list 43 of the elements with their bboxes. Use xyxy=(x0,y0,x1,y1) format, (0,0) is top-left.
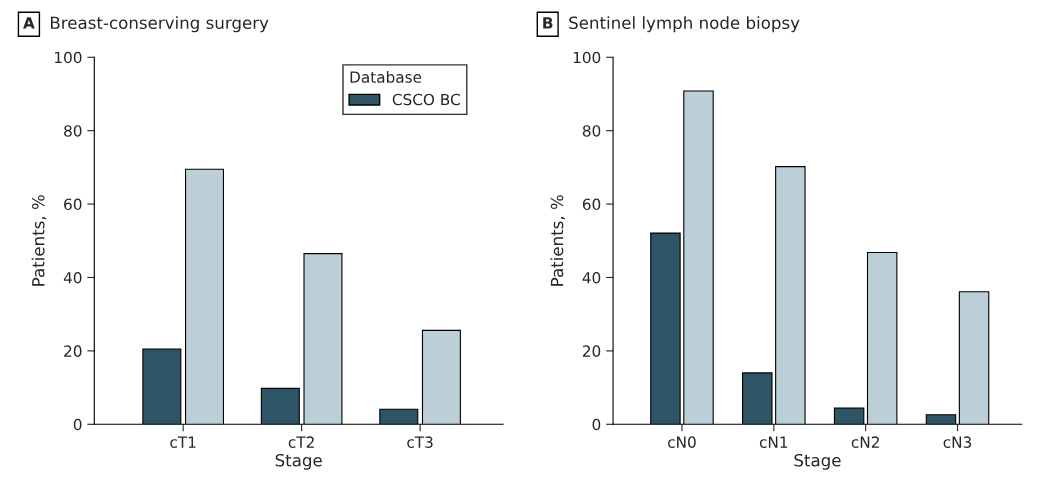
x-axis-title: Stage xyxy=(275,453,322,470)
legend-label: CSCO BC xyxy=(392,93,460,106)
legend-title: Database xyxy=(350,71,422,83)
y-tick-label: 60 xyxy=(64,198,82,211)
y-tick-label: 100 xyxy=(573,51,601,64)
y-tick-label: 100 xyxy=(55,51,82,64)
y-tick-label: 20 xyxy=(582,345,601,357)
chart-title: Sentinel lymph node biopsy xyxy=(569,16,800,33)
y-tick-label: 0 xyxy=(592,418,601,431)
x-axis-title: Stage xyxy=(794,453,841,470)
y-tick-label: 0 xyxy=(73,418,82,431)
x-tick-label: cN1 xyxy=(759,436,788,448)
x-tick-label: cN0 xyxy=(668,436,696,448)
bar xyxy=(142,348,182,425)
bar xyxy=(958,291,990,425)
chart-title: Breast-conserving surgery xyxy=(51,16,269,33)
x-tick-label: cT3 xyxy=(407,436,433,448)
bar xyxy=(866,251,898,425)
y-tick-label: 80 xyxy=(64,125,82,137)
x-tick-label: cT1 xyxy=(170,436,196,448)
text: A xyxy=(23,17,35,29)
bar xyxy=(379,408,419,425)
y-tick-label: 40 xyxy=(63,271,82,284)
bar xyxy=(833,407,865,425)
y-axis-title: Patients, % xyxy=(550,195,566,286)
bar xyxy=(925,414,957,425)
bar xyxy=(421,329,461,425)
y-axis-title: Patients, % xyxy=(31,195,47,286)
bar xyxy=(742,372,773,425)
text: B xyxy=(543,17,553,29)
x-tick-label: cN2 xyxy=(851,436,879,448)
y-tick-label: 40 xyxy=(582,271,601,284)
bar xyxy=(184,168,225,425)
bar xyxy=(260,387,300,425)
y-tick-label: 80 xyxy=(582,125,601,137)
bar xyxy=(683,90,714,425)
bar xyxy=(650,232,681,425)
y-tick-label: 20 xyxy=(64,345,82,357)
bar xyxy=(775,166,806,425)
x-tick-label: cT2 xyxy=(288,436,314,448)
bar xyxy=(303,253,343,425)
y-tick-label: 60 xyxy=(582,198,601,211)
x-tick-label: cN3 xyxy=(943,436,972,448)
